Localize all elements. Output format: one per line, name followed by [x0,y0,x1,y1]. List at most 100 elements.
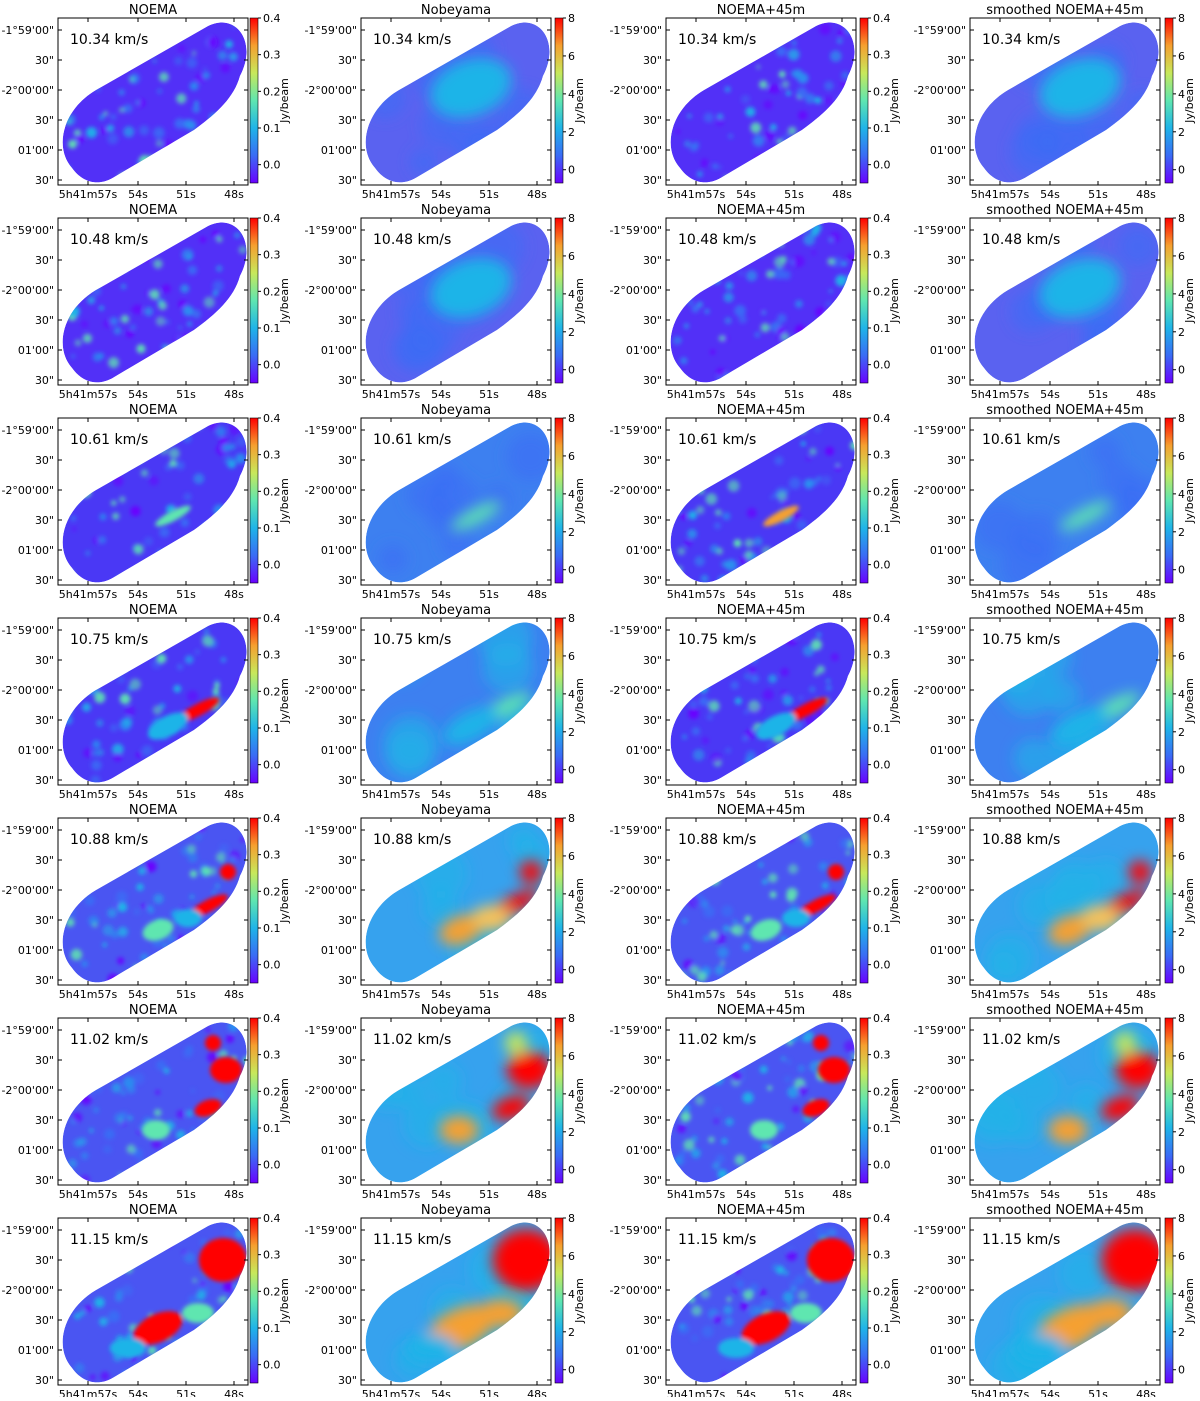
x-tick-label: 51s [784,1188,804,1201]
colorbar-tick-label: 6 [568,1250,575,1263]
y-tick-label: -2°00'00" [304,484,357,497]
colorbar-tick-label: 2 [1178,1326,1185,1339]
y-tick-label: -1°59'00" [609,1224,662,1237]
colorbar-unit-label: Jy/beam [1183,1278,1196,1324]
y-tick-label: 30" [947,774,966,787]
x-tick-label: 5h41m57s [59,788,118,801]
x-tick-label: 54s [128,1188,148,1201]
panel-7-3: NOEMA+45m 11.15 km/s -1°59'00" 30" -2°00'00"… [609,1203,901,1401]
panel-title: Nobeyama [421,403,491,418]
panel-5-2: Nobeyama 10.88 km/s -1°59'00" 30" -2°00'00" 3… [304,803,586,1001]
y-tick-label: -2°00'00" [1,884,54,897]
x-tick-label: 51s [176,788,196,801]
y-tick-label: -2°00'00" [913,1084,966,1097]
x-tick-label: 5h41m57s [971,1188,1030,1201]
y-tick-label: 30" [338,714,357,727]
velocity-label: 10.48 km/s [70,232,148,248]
colorbar: 0.4 0.3 0.2 0.1 0.0 Jy/beam [859,12,901,184]
colorbar-tick-label: 0 [1178,164,1185,177]
colorbar: 8 6 4 2 0 Jy/beam [1164,1012,1196,1184]
colorbar-tick-label: 0.1 [873,522,891,535]
x-tick-label: 5h41m57s [362,988,421,1001]
y-tick-label: 30" [35,574,54,587]
colorbar-tick-label: 4 [1178,488,1185,501]
panel-6-1: NOEMA 11.02 km/s -1°59'00" 30" -2°00'00" 30" 0… [1,1003,291,1201]
y-tick-label: 30" [947,114,966,127]
y-tick-label: -2°00'00" [609,484,662,497]
y-tick-label: -1°59'00" [304,824,357,837]
x-tick-label: 48s [527,1388,547,1397]
colorbar-tick-label: 0.2 [263,1285,281,1298]
x-tick-label: 51s [176,988,196,1001]
colorbar-tick-label: 0.2 [873,485,891,498]
x-tick-label: 48s [832,788,852,801]
colorbar-tick-label: 0.3 [873,1249,891,1262]
colorbar-tick-label: 2 [1178,326,1185,339]
colorbar-tick-label: 0.2 [873,885,891,898]
colorbar-tick-label: 8 [568,1012,575,1025]
colorbar-tick-label: 0.2 [263,285,281,298]
y-tick-label: 30" [338,1174,357,1187]
y-tick-label: 30" [35,1114,54,1127]
x-tick-label: 54s [431,1188,451,1201]
x-tick-label: 51s [1088,588,1108,601]
y-tick-label: -1°59'00" [1,824,54,837]
panel-6-2: Nobeyama 11.02 km/s -1°59'00" 30" -2°00'00" 3… [304,1003,586,1201]
panel-title: Nobeyama [421,203,491,218]
colorbar-unit-label: Jy/beam [1183,478,1196,524]
map-footprint [62,222,247,383]
colorbar-tick-label: 0.2 [263,85,281,98]
panel-2-3: NOEMA+45m 10.48 km/s -1°59'00" 30" -2°00'00"… [609,203,901,401]
panel-6-3: NOEMA+45m 11.02 km/s -1°59'00" 30" -2°00'00"… [609,1003,901,1201]
colorbar: 0.4 0.3 0.2 0.1 0.0 Jy/beam [859,1012,901,1184]
x-tick-label: 54s [128,188,148,201]
y-tick-label: 30" [947,654,966,667]
y-tick-label: -2°00'00" [304,884,357,897]
y-tick-label: -2°00'00" [609,884,662,897]
map-footprint [62,822,247,983]
axes-frame [665,1017,857,1186]
x-tick-label: 51s [1088,1188,1108,1201]
colorbar-unit-label: Jy/beam [888,678,901,724]
colorbar-tick-label: 0.4 [873,812,891,825]
x-tick-label: 5h41m57s [59,1188,118,1201]
panel-7-2: Nobeyama 11.15 km/s -1°59'00" 30" -2°00'00" 3… [304,1203,586,1401]
colorbar-tick-label: 0.1 [873,722,891,735]
colorbar-tick-label: 0.4 [263,412,281,425]
y-tick-label: 30" [947,1314,966,1327]
x-tick-label: 5h41m57s [362,588,421,601]
panel-4-1: NOEMA 10.75 km/s -1°59'00" 30" -2°00'00" 30" 0… [1,603,291,801]
colorbar-tick-label: 0.4 [873,612,891,625]
colorbar-tick-label: 0.1 [263,1122,281,1135]
x-tick-label: 54s [1040,1188,1060,1201]
axes-frame [360,1217,552,1386]
panel-title: smoothed NOEMA+45m [986,803,1143,818]
colorbar-tick-label: 0 [568,1364,575,1377]
colorbar-tick-label: 0.1 [873,922,891,935]
colorbar-tick-label: 0.2 [873,1285,891,1298]
x-tick-label: 51s [479,788,499,801]
axes-frame [665,1217,857,1386]
y-tick-label: 30" [947,714,966,727]
x-tick-label: 48s [1136,388,1156,401]
axes-frame [969,617,1161,786]
panel-3-3: NOEMA+45m 10.61 km/s -1°59'00" 30" -2°00'00"… [609,403,901,601]
colorbar-tick-label: 0.3 [873,449,891,462]
x-tick-label: 5h41m57s [667,988,726,1001]
x-tick-label: 48s [224,588,244,601]
y-tick-label: 30" [338,114,357,127]
colorbar-tick-label: 8 [1178,612,1185,625]
velocity-label: 10.48 km/s [373,232,451,248]
y-tick-label: 30" [338,1374,357,1387]
y-tick-label: 30" [35,974,54,987]
x-tick-label: 51s [784,988,804,1001]
axes-frame [57,617,249,786]
colorbar-unit-label: Jy/beam [278,878,291,924]
colorbar-tick-label: 0.4 [873,212,891,225]
colorbar-tick-label: 0.3 [873,249,891,262]
panel-title: smoothed NOEMA+45m [986,1203,1143,1218]
y-tick-label: 30" [643,854,662,867]
colorbar-tick-label: 4 [568,88,575,101]
panel-title: Nobeyama [421,803,491,818]
velocity-label: 11.02 km/s [70,1032,148,1048]
